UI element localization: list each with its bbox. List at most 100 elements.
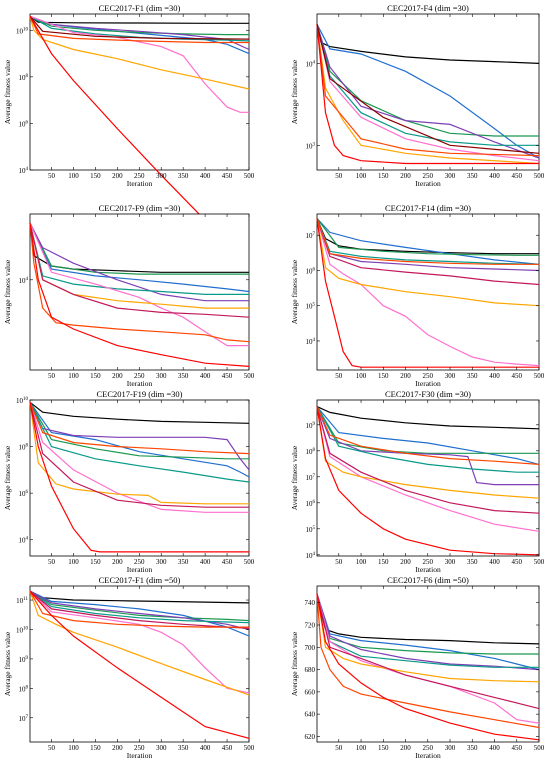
x-tick-label: 350 bbox=[178, 558, 189, 566]
x-tick-label: 500 bbox=[244, 558, 255, 566]
y-tick-base: 10 bbox=[306, 448, 314, 456]
series-line-5 bbox=[29, 590, 250, 624]
x-tick-label: 150 bbox=[90, 744, 101, 752]
series-line-10 bbox=[316, 406, 540, 556]
chart-title: CEC2017-F1 (dim =30) bbox=[99, 3, 181, 13]
series-line-9 bbox=[316, 593, 540, 729]
x-axis-label: Iteration bbox=[127, 565, 153, 574]
y-tick-label: 105 bbox=[306, 303, 316, 311]
x-tick-label: 400 bbox=[200, 558, 211, 566]
y-tick-base: 10 bbox=[19, 74, 27, 82]
y-tick-label: 1010 bbox=[16, 27, 29, 35]
y-tick-exponent: 10 bbox=[23, 27, 29, 32]
series-line-3 bbox=[29, 590, 250, 622]
series-line-10 bbox=[316, 24, 540, 154]
series-line-1 bbox=[316, 218, 539, 255]
y-tick-base: 10 bbox=[306, 232, 314, 240]
y-tick-label: 108 bbox=[19, 685, 29, 693]
y-tick-label: 740 bbox=[305, 599, 316, 607]
x-tick-label: 400 bbox=[489, 372, 500, 380]
series-line-2 bbox=[316, 406, 540, 465]
x-tick-label: 450 bbox=[222, 744, 233, 752]
series-line-2 bbox=[29, 401, 250, 478]
series-line-3 bbox=[316, 406, 539, 454]
series-line-9 bbox=[316, 406, 540, 465]
x-tick-label: 50 bbox=[335, 172, 343, 180]
x-axis-label: Iteration bbox=[127, 379, 153, 388]
series-line-2 bbox=[316, 593, 540, 671]
x-tick-label: 250 bbox=[134, 744, 145, 752]
x-tick-label: 150 bbox=[378, 744, 389, 752]
y-tick-label: 640 bbox=[305, 711, 316, 719]
y-tick-label: 106 bbox=[19, 120, 29, 128]
x-tick-label: 350 bbox=[178, 372, 189, 380]
y-tick-exponent: 8 bbox=[26, 685, 29, 690]
y-axis-label: Average fitness value bbox=[3, 631, 12, 696]
x-tick-label: 400 bbox=[200, 744, 211, 752]
x-tick-label: 250 bbox=[134, 558, 145, 566]
y-tick-label: 107 bbox=[306, 232, 316, 240]
chart-panel-2: 50 100 150 200 250 300 350 400 450 500103104CEC20… bbox=[290, 3, 545, 188]
series-line-2 bbox=[29, 222, 250, 293]
x-tick-label: 500 bbox=[244, 744, 255, 752]
y-tick-base: 10 bbox=[19, 685, 27, 693]
x-tick-label: 150 bbox=[90, 558, 101, 566]
x-tick-label: 300 bbox=[156, 558, 167, 566]
x-tick-label: 250 bbox=[423, 558, 434, 566]
x-tick-label: 100 bbox=[356, 172, 367, 180]
y-tick-label: 104 bbox=[306, 60, 316, 68]
x-tick-label: 450 bbox=[222, 558, 233, 566]
x-tick-label: 350 bbox=[467, 558, 478, 566]
x-tick-label: 350 bbox=[178, 172, 189, 180]
series-line-2 bbox=[316, 217, 540, 265]
x-tick-label: 450 bbox=[512, 372, 523, 380]
x-tick-label: 50 bbox=[335, 744, 343, 752]
y-tick-exponent: 6 bbox=[313, 267, 316, 272]
series-line-1 bbox=[29, 401, 250, 424]
y-tick-base: 10 bbox=[16, 27, 24, 35]
y-tick-exponent: 9 bbox=[26, 656, 29, 661]
x-tick-label: 100 bbox=[68, 744, 79, 752]
y-tick-label: 660 bbox=[305, 688, 316, 696]
series-line-3 bbox=[29, 15, 249, 36]
y-tick-base: 10 bbox=[19, 444, 27, 452]
y-tick-exponent: 8 bbox=[313, 448, 316, 453]
plot-area bbox=[29, 399, 250, 557]
x-tick-label: 200 bbox=[112, 744, 123, 752]
series-line-9 bbox=[316, 24, 539, 165]
y-axis-label: Average fitness value bbox=[290, 445, 299, 510]
chart-title: CEC2017-F9 (dim =30) bbox=[99, 203, 181, 213]
x-tick-label: 100 bbox=[356, 744, 367, 752]
series-line-6 bbox=[29, 222, 249, 347]
x-tick-label: 400 bbox=[489, 172, 500, 180]
chart-title: CEC2017-F30 (dim =30) bbox=[385, 389, 471, 399]
x-tick-label: 450 bbox=[512, 172, 523, 180]
series-line-8 bbox=[316, 24, 540, 157]
y-axis-label: Average fitness value bbox=[3, 445, 12, 510]
y-tick-exponent: 4 bbox=[313, 552, 316, 557]
x-tick-label: 100 bbox=[68, 172, 79, 180]
x-tick-label: 300 bbox=[156, 744, 167, 752]
series-line-4 bbox=[316, 24, 540, 159]
y-tick-label: 108 bbox=[19, 444, 29, 452]
series-line-9 bbox=[29, 402, 250, 455]
y-tick-label: 108 bbox=[19, 74, 29, 82]
series-line-4 bbox=[29, 402, 250, 471]
x-tick-label: 250 bbox=[423, 372, 434, 380]
x-axis-label: Iteration bbox=[415, 379, 441, 388]
y-tick-exponent: 7 bbox=[313, 474, 316, 479]
series-line-6 bbox=[29, 15, 249, 113]
x-tick-label: 300 bbox=[156, 172, 167, 180]
y-tick-exponent: 8 bbox=[26, 74, 29, 79]
series-line-7 bbox=[316, 218, 540, 307]
chart-panel-3: 50 100 150 200 250 300 350 400 450 500 104 CEC2017-… bbox=[3, 203, 255, 388]
x-tick-label: 50 bbox=[48, 744, 56, 752]
x-tick-label: 50 bbox=[335, 558, 343, 566]
y-tick-label: 109 bbox=[19, 656, 29, 664]
y-tick-exponent: 6 bbox=[313, 500, 316, 505]
x-tick-label: 200 bbox=[112, 372, 123, 380]
plot-area bbox=[316, 213, 540, 371]
x-tick-label: 400 bbox=[489, 744, 500, 752]
x-tick-label: 200 bbox=[112, 172, 123, 180]
y-tick-exponent: 5 bbox=[313, 526, 316, 531]
